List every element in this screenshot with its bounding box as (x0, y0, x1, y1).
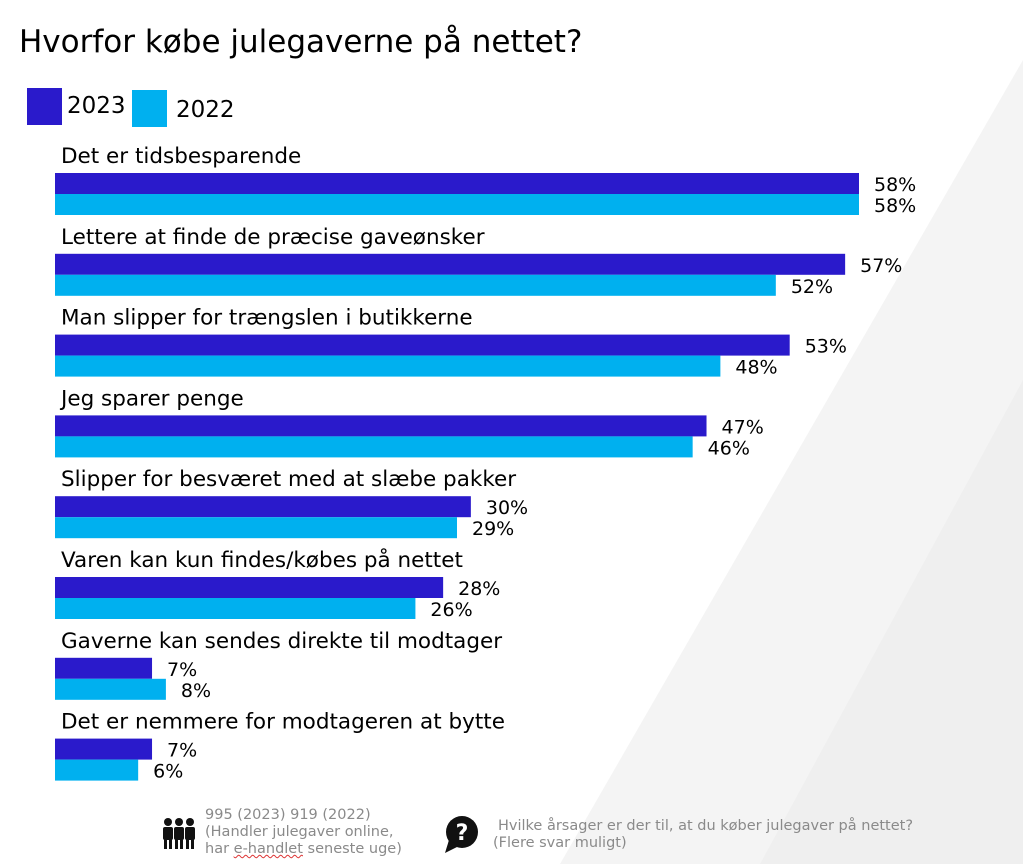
category-label: Jeg sparer penge (59, 386, 244, 411)
bar-2022 (55, 517, 457, 539)
data-label-2023: 57% (860, 255, 902, 277)
category-label: Slipper for besværet med at slæbe pakker (61, 467, 516, 492)
page-title: Hvorfor købe julegaverne på nettet? (19, 24, 583, 60)
survey-question: Hvilke årsager er der til, at du køber j… (493, 818, 913, 852)
data-label-2022: 48% (735, 357, 777, 379)
bar-2023 (55, 577, 444, 598)
data-label-2022: 58% (874, 195, 916, 217)
data-label-2022: 52% (791, 276, 833, 298)
data-label-2023: 7% (167, 659, 197, 681)
data-label-2023: 28% (458, 578, 500, 600)
data-label-2022: 29% (472, 518, 514, 540)
survey-question-note: (Flere svar muligt) (493, 835, 627, 851)
data-label-2022: 8% (181, 680, 211, 702)
bar-2022 (55, 678, 166, 700)
bar-2023 (55, 738, 153, 760)
sample-base-line2: (Handler julegaver online, (205, 824, 394, 840)
category-label: Det er tidsbesparende (61, 144, 301, 169)
sample-base-line1: 995 (2023) 919 (2022) (205, 807, 371, 823)
legend-label-2022: 2022 (176, 97, 235, 123)
bar-2023 (55, 657, 153, 679)
question-bubble-icon: ? (445, 816, 478, 853)
bar-2022 (55, 274, 776, 296)
data-label-2023: 30% (486, 497, 528, 519)
category-label: Varen kan kun findes/købes på nettet (61, 547, 463, 573)
bar-2023 (55, 173, 859, 194)
bar-2023 (55, 253, 846, 275)
bar-2023 (55, 496, 471, 518)
data-label-2022: 26% (430, 599, 472, 621)
bar-2022 (55, 598, 416, 619)
bar-2022 (55, 759, 139, 781)
data-label-2022: 6% (153, 761, 183, 783)
category-label: Man slipper for trængslen i butikkerne (61, 306, 473, 331)
category-label: Gaverne kan sendes direkte til modtager (61, 629, 502, 654)
legend-label-2023: 2023 (67, 93, 126, 119)
bar-2022 (55, 436, 693, 458)
svg-text:?: ? (456, 821, 469, 846)
bar-2022 (55, 355, 721, 377)
legend-swatch-2022 (132, 90, 167, 127)
category-label: Lettere at finde de præcise gaveønsker (61, 225, 485, 250)
data-label-2023: 47% (722, 416, 764, 438)
data-label-2023: 7% (167, 740, 197, 762)
data-label-2023: 53% (805, 336, 847, 358)
survey-question-text: Hvilke årsager er der til, at du køber j… (498, 818, 914, 834)
legend-swatch-2023 (27, 88, 62, 125)
data-label-2022: 46% (708, 437, 750, 459)
sample-base-note: 995 (2023) 919 (2022) (Handler julegaver… (205, 807, 402, 858)
data-label-2023: 58% (874, 174, 916, 196)
bar-2023 (55, 334, 790, 356)
bar-2022 (55, 194, 859, 215)
people-group-icon (163, 818, 195, 849)
sample-base-line3: har e-handlet seneste uge) (205, 841, 402, 857)
category-label: Det er nemmere for modtageren at bytte (61, 710, 505, 735)
bar-2023 (55, 415, 707, 437)
